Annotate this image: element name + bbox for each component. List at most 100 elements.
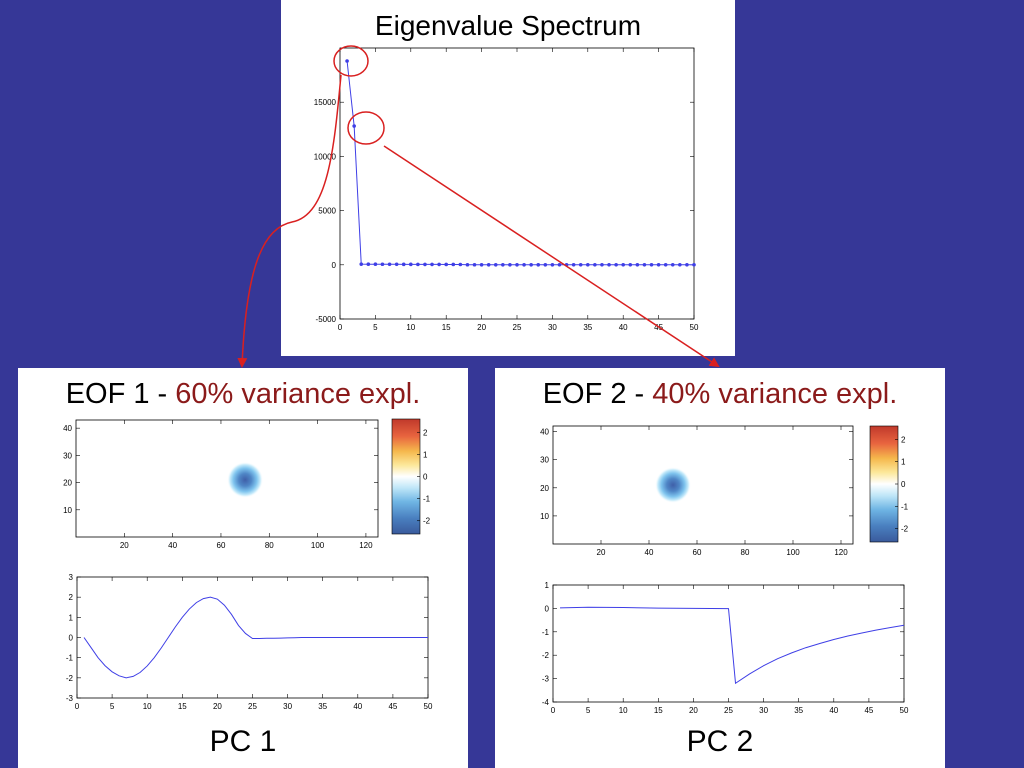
eigenvalue-title: Eigenvalue Spectrum — [374, 10, 642, 41]
eof1-variance-label: 60% variance expl. — [175, 378, 421, 410]
eigen-ytick-label: 10000 — [314, 152, 337, 161]
pc1-xtick-label: 15 — [178, 702, 187, 711]
eof1-colorbar-label: 1 — [423, 450, 428, 459]
eof2-xtick-label: 20 — [597, 548, 606, 557]
eigen-data-point — [656, 262, 661, 267]
eigen-ytick-label: -5000 — [316, 315, 337, 324]
eigen-data-point — [401, 262, 406, 267]
eigen-series-line — [346, 60, 694, 266]
pc2-xtick-label: 20 — [689, 706, 698, 715]
eof2-title: EOF 2 - 40% variance expl. — [495, 378, 945, 411]
pc2-xtick-label: 45 — [864, 706, 873, 715]
eof1-ytick-label: 30 — [63, 451, 72, 460]
eof1-colorbar-label: -1 — [423, 495, 431, 504]
pc1-xtick-label: 20 — [213, 702, 222, 711]
pc2-ytick-label: -4 — [542, 698, 550, 707]
eof1-xtick-label: 100 — [311, 541, 325, 550]
pc1-ytick-label: -3 — [66, 694, 74, 703]
eigenvalue-panel: Eigenvalue Spectrum 0 5 10 15 20 25 30 35 40 45 50… — [281, 0, 735, 356]
eigen-data-point — [678, 262, 682, 267]
pc2-chart: 0 5 10 15 20 25 30 35 40 45 50 -4 -3 -2 -1 0 1 — [542, 581, 909, 715]
pc1-ytick-label: 1 — [69, 613, 74, 622]
eof2-ytick-label: 30 — [540, 456, 549, 465]
eigen-xtick-label: 35 — [583, 323, 592, 332]
pc2-xtick-label: 30 — [759, 706, 768, 715]
pc1-xtick-label: 10 — [143, 702, 152, 711]
eigen-data-point — [586, 262, 590, 267]
pc2-xtick-label: 25 — [724, 706, 733, 715]
pc2-ytick-label: -1 — [542, 628, 550, 637]
pc2-xtick-label: 40 — [829, 706, 838, 715]
pc2-xtick-label: 0 — [551, 706, 556, 715]
eigen-data-point — [465, 262, 470, 267]
eof2-colorbar — [869, 425, 899, 543]
eigen-data-point — [479, 262, 484, 267]
eof1-xtick-label: 120 — [359, 541, 373, 550]
eigen-xtick-label: 45 — [654, 323, 663, 332]
eof2-title-prefix: EOF 2 - — [542, 378, 653, 410]
pc1-xtick-label: 35 — [318, 702, 327, 711]
eigen-data-point — [394, 262, 399, 267]
eigen-data-point — [366, 262, 371, 267]
eigen-data-point — [458, 262, 463, 267]
eigen-data-point — [508, 262, 512, 267]
eigen-data-point — [529, 262, 533, 267]
eigen-data-point — [501, 262, 505, 267]
eigen-xtick-label: 15 — [442, 323, 451, 332]
pc1-ytick-label: -1 — [66, 654, 74, 663]
eof1-xtick-label: 20 — [120, 541, 129, 550]
eigen-xtick-label: 5 — [373, 323, 378, 332]
eof2-ytick-label: 20 — [540, 484, 549, 493]
pc1-xtick-label: 30 — [283, 702, 292, 711]
eigen-data-point — [614, 262, 618, 267]
pc2-ytick-label: -2 — [542, 651, 550, 660]
eigen-data-point — [670, 262, 675, 267]
eof2-colorbar-label: 0 — [901, 480, 906, 489]
eigen-data-point — [550, 262, 555, 267]
eigen-data-point — [437, 262, 441, 267]
eigen-data-point — [593, 262, 597, 267]
eigen-data-point — [600, 262, 604, 267]
eigen-xtick-label: 30 — [548, 323, 557, 332]
pc2-xtick-label: 15 — [654, 706, 663, 715]
pc2-xtick-label: 50 — [900, 706, 909, 715]
eof2-xtick-label: 40 — [645, 548, 654, 557]
eigen-data-point — [515, 262, 519, 267]
eof1-colorbar-label: 0 — [423, 473, 428, 482]
eigen-xtick-label: 25 — [513, 323, 522, 332]
eof1-ytick-label: 40 — [63, 424, 72, 433]
pc1-xtick-label: 25 — [248, 702, 257, 711]
eof2-xtick-label: 80 — [741, 548, 750, 557]
pc2-series-line — [560, 606, 905, 685]
eigen-plot-frame — [339, 47, 695, 320]
eigen-data-point — [564, 262, 569, 267]
pc2-ytick-label: -3 — [542, 675, 550, 684]
eigen-data-point — [635, 262, 640, 267]
eigen-data-point — [649, 262, 654, 267]
pc1-chart: 0 5 10 15 20 25 30 35 40 45 50 -3 -2 -1 0 1 2 3 — [66, 573, 433, 711]
eigen-data-point — [571, 262, 576, 267]
eof1-colorbar-label: 2 — [423, 428, 428, 437]
eof2-xtick-label: 100 — [786, 548, 800, 557]
eigen-data-point — [423, 262, 427, 267]
eof1-ytick-label: 10 — [63, 506, 72, 515]
eof1-xtick-label: 60 — [217, 541, 226, 550]
eof2-colorbar-label: 2 — [901, 435, 906, 444]
eof1-ytick-label: 20 — [63, 479, 72, 488]
eof1-xtick-label: 40 — [168, 541, 177, 550]
pc1-xtick-label: 40 — [353, 702, 362, 711]
eigen-data-point — [642, 262, 647, 267]
eigen-data-point — [409, 262, 413, 267]
pc2-ytick-label: 0 — [545, 604, 550, 613]
eigen-data-point — [430, 262, 434, 267]
pc1-ytick-label: 3 — [69, 573, 74, 582]
eigen-data-point — [387, 262, 392, 267]
pc2-plot-frame — [552, 584, 905, 703]
eigen-data-point — [444, 262, 448, 267]
eigen-data-point — [692, 262, 696, 267]
pc1-xtick-label: 50 — [424, 702, 433, 711]
eof2-xtick-label: 60 — [693, 548, 702, 557]
eigen-xtick-label: 40 — [619, 323, 628, 332]
pc1-caption: PC 1 — [209, 725, 277, 758]
